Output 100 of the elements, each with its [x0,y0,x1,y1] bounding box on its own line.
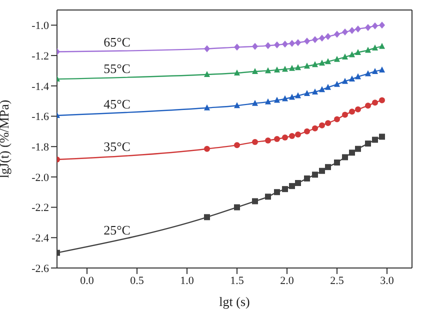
series-label: 45°C [104,96,130,112]
point [252,198,258,204]
point [282,186,288,192]
point [325,84,331,90]
series-label: 55°C [104,61,130,76]
point [265,98,271,104]
x-tick-label: 0.0 [80,274,94,287]
point [304,128,310,134]
point [319,86,325,92]
y-tick-label: -1.8 [32,141,50,154]
point [295,39,301,46]
x-axis-title: lgt (s) [219,294,250,309]
point [234,204,240,210]
x-tick-label: 3.0 [380,274,394,287]
point [379,66,385,72]
point [372,22,378,30]
point [252,100,258,106]
point [355,48,361,55]
point [372,44,378,50]
point [312,125,318,132]
point [289,94,295,100]
point [342,54,348,60]
point [252,42,258,50]
y-tick-label: -1.6 [32,111,50,124]
point [349,51,355,58]
point [325,120,331,126]
point [274,189,280,196]
point [319,34,325,42]
point [379,134,385,140]
point [372,68,378,74]
point [252,68,258,74]
point [342,154,348,160]
point [295,64,301,70]
series-label: 25°C [104,222,130,238]
point [334,56,340,62]
point [282,40,288,48]
point [379,22,385,29]
point [204,71,210,77]
point [274,41,280,48]
point [342,78,348,84]
point [282,134,288,140]
point [234,102,240,108]
point [204,45,210,52]
point [265,42,271,50]
point [282,95,288,102]
point [355,146,361,152]
point [304,175,310,182]
point [234,142,240,148]
point [342,28,348,36]
point [304,38,310,45]
point [295,131,301,138]
y-tick-label: -1.0 [32,20,50,32]
x-tick-label: 1.5 [230,274,244,287]
point [349,108,355,115]
point [252,139,258,146]
point [312,172,318,178]
point [355,73,361,80]
point [234,69,240,76]
point [282,66,288,72]
point [334,116,340,122]
point [379,97,385,104]
x-tick-label: 2.5 [330,274,344,287]
point [319,60,325,66]
x-tick-label: 1.0 [180,274,194,287]
point [289,183,295,190]
point [304,62,310,69]
point [289,132,295,139]
point [379,42,385,49]
point [295,92,301,98]
point [289,64,295,71]
point [365,24,371,31]
point [325,33,331,40]
point [204,104,210,110]
point [365,46,371,53]
y-tick-label: -2.0 [32,172,50,184]
point [312,61,318,68]
point [325,164,331,170]
point [325,58,331,64]
point [319,122,325,128]
point [349,150,355,156]
point [295,180,301,186]
point [274,96,280,103]
point [372,136,378,143]
point [349,76,355,82]
point [355,25,361,32]
point [312,88,318,94]
y-tick-label: -2.4 [32,232,50,245]
point [334,30,340,38]
point [319,168,325,174]
x-tick-label: 0.5 [130,274,144,287]
point [274,136,280,142]
y-tick-label: -1.2 [32,50,49,62]
point [365,70,371,76]
x-tick-label: 2.0 [280,274,294,287]
point [355,106,361,112]
series-label: 35°C [104,139,130,154]
point [234,44,240,51]
point [372,100,378,106]
point [289,40,295,47]
point [365,102,371,109]
